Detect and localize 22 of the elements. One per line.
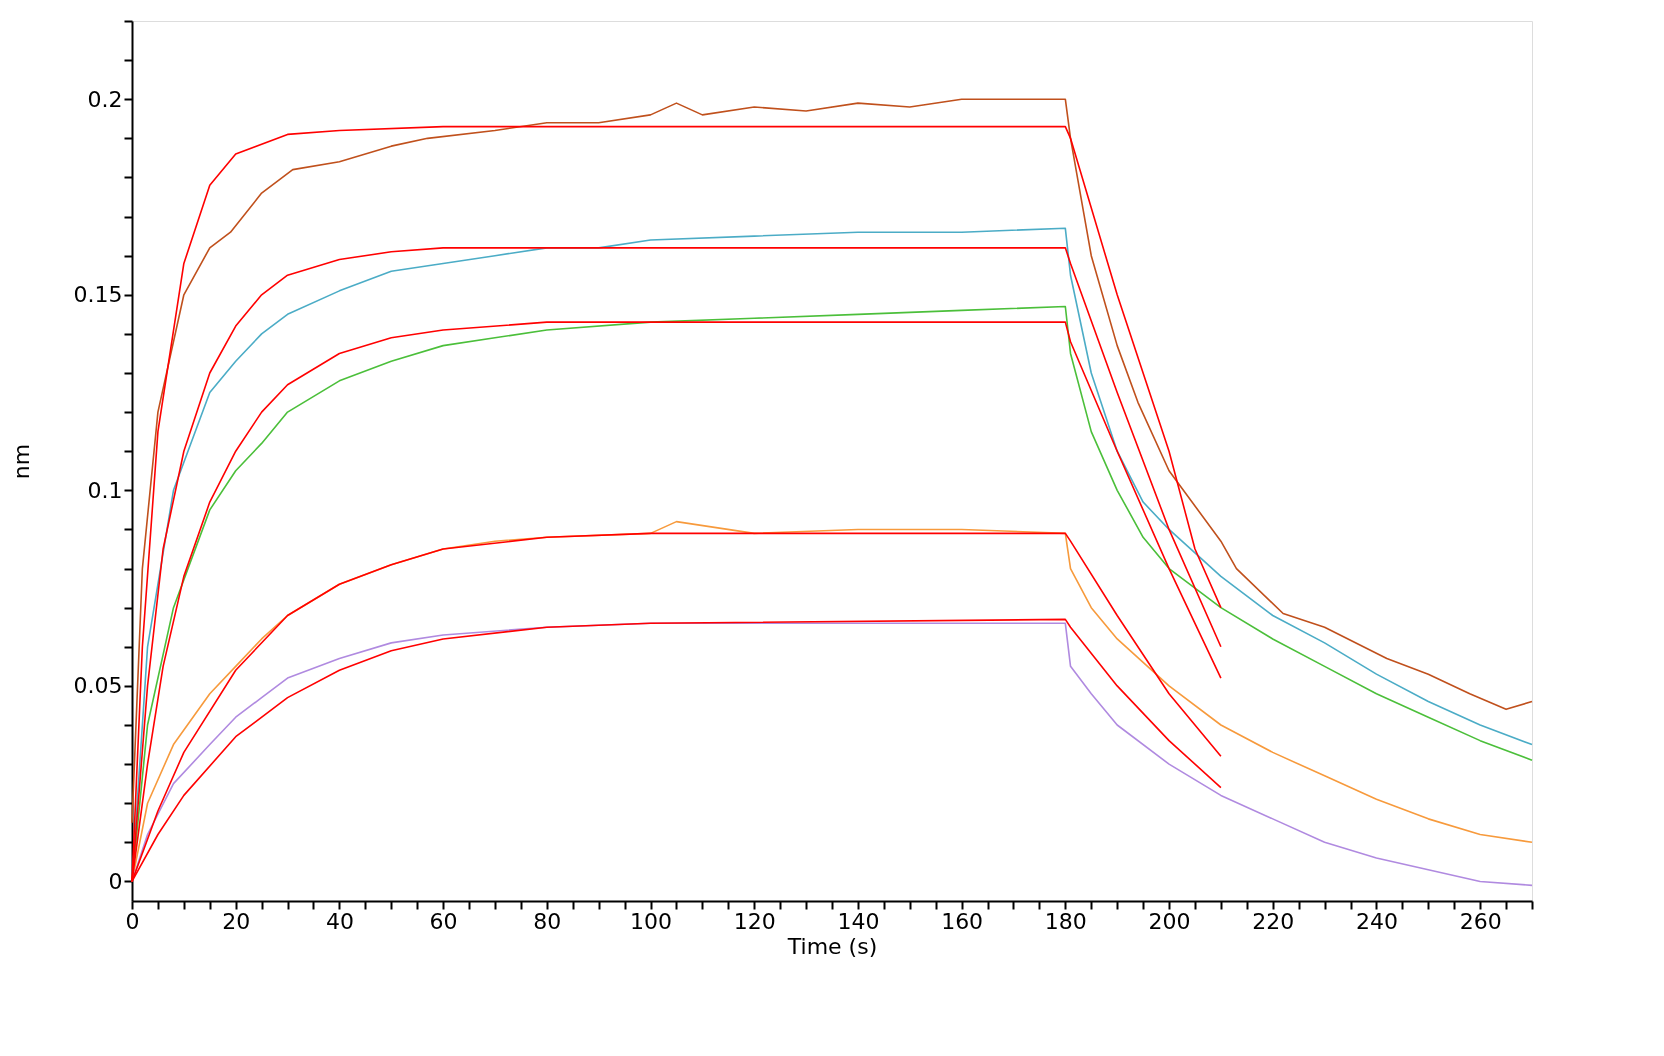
y-tick-label: 0.1 [87,477,123,503]
x-tick-label: 100 [630,908,673,934]
x-axis-title: Time (s) [786,933,878,959]
y-axis-title: nm [8,443,34,480]
x-tick-label: 260 [1459,908,1502,934]
x-tick-label: 60 [429,908,458,934]
x-tick-label: 200 [1148,908,1191,934]
x-tick-label: 160 [941,908,984,934]
y-tick-label: 0.15 [73,282,123,308]
line-series [131,98,1533,824]
x-tick-label: 40 [325,908,354,934]
x-tick-label: 180 [1044,908,1087,934]
x-tick-label: 80 [533,908,562,934]
x-tick-label: 220 [1252,908,1295,934]
y-tick-label: 0.05 [73,673,123,699]
x-tick-label: 20 [222,908,251,934]
x-tick-label: 0 [125,908,140,934]
y-tick-label: 0.2 [87,86,123,112]
x-tick-label: 240 [1355,908,1398,934]
y-tick-label: 0 [108,868,123,894]
x-tick-label: 140 [837,908,880,934]
x-tick-label: 120 [733,908,776,934]
